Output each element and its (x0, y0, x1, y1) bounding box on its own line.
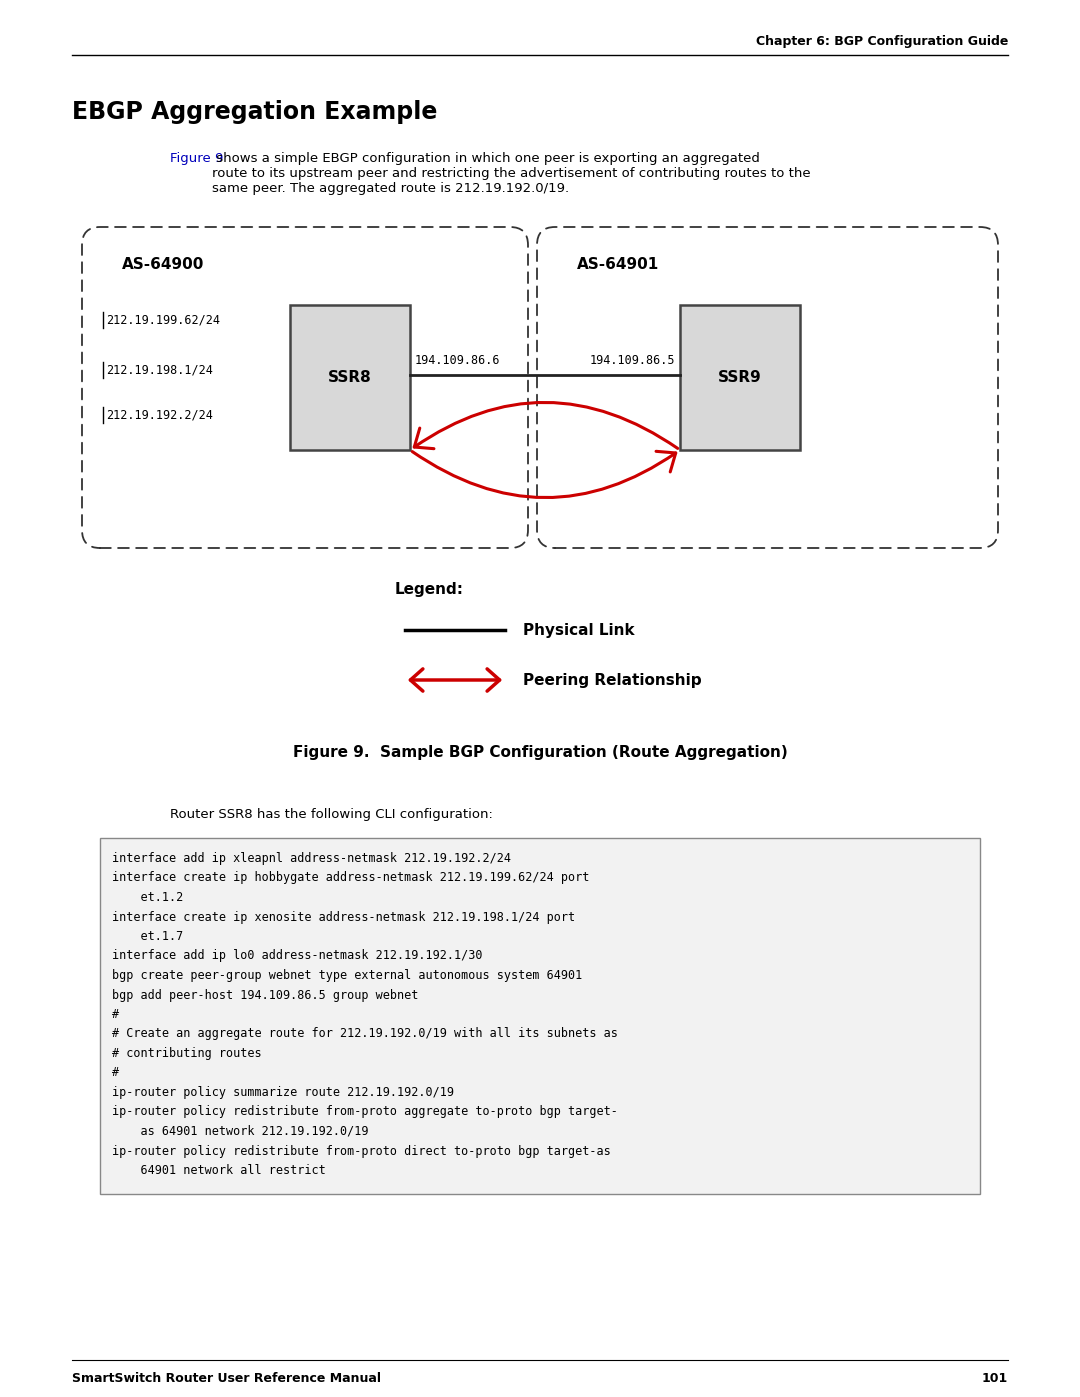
Text: #: # (112, 1009, 119, 1021)
FancyArrowPatch shape (415, 402, 678, 448)
Text: Figure 9: Figure 9 (170, 152, 224, 165)
FancyBboxPatch shape (680, 305, 800, 450)
Text: SSR8: SSR8 (328, 370, 372, 386)
Text: bgp add peer-host 194.109.86.5 group webnet: bgp add peer-host 194.109.86.5 group web… (112, 989, 418, 1002)
FancyArrowPatch shape (413, 451, 676, 497)
Text: interface create ip xenosite address-netmask 212.19.198.1/24 port: interface create ip xenosite address-net… (112, 911, 576, 923)
Text: interface add ip lo0 address-netmask 212.19.192.1/30: interface add ip lo0 address-netmask 212… (112, 950, 483, 963)
Text: AS-64900: AS-64900 (122, 257, 204, 272)
Text: ip-router policy redistribute from-proto aggregate to-proto bgp target-: ip-router policy redistribute from-proto… (112, 1105, 618, 1119)
Text: interface create ip hobbygate address-netmask 212.19.199.62/24 port: interface create ip hobbygate address-ne… (112, 872, 590, 884)
Text: ip-router policy summarize route 212.19.192.0/19: ip-router policy summarize route 212.19.… (112, 1085, 454, 1099)
Text: Figure 9.  Sample BGP Configuration (Route Aggregation): Figure 9. Sample BGP Configuration (Rout… (293, 745, 787, 760)
Text: bgp create peer-group webnet type external autonomous system 64901: bgp create peer-group webnet type extern… (112, 970, 582, 982)
FancyBboxPatch shape (291, 305, 410, 450)
Text: 212.19.198.1/24: 212.19.198.1/24 (106, 363, 213, 377)
FancyBboxPatch shape (100, 838, 980, 1193)
Text: Chapter 6: BGP Configuration Guide: Chapter 6: BGP Configuration Guide (756, 35, 1008, 47)
Text: Physical Link: Physical Link (523, 623, 635, 637)
Text: shows a simple EBGP configuration in which one peer is exporting an aggregated
r: shows a simple EBGP configuration in whi… (212, 152, 811, 196)
Text: 64901 network all restrict: 64901 network all restrict (112, 1164, 326, 1178)
Text: Router SSR8 has the following CLI configuration:: Router SSR8 has the following CLI config… (170, 807, 492, 821)
Text: et.1.7: et.1.7 (112, 930, 184, 943)
Text: et.1.2: et.1.2 (112, 891, 184, 904)
FancyArrowPatch shape (410, 669, 500, 692)
Text: interface add ip xleapnl address-netmask 212.19.192.2/24: interface add ip xleapnl address-netmask… (112, 852, 511, 865)
Text: SmartSwitch Router User Reference Manual: SmartSwitch Router User Reference Manual (72, 1372, 381, 1384)
Text: #: # (112, 1066, 119, 1080)
Text: # contributing routes: # contributing routes (112, 1046, 261, 1060)
Text: 212.19.199.62/24: 212.19.199.62/24 (106, 313, 220, 327)
Text: EBGP Aggregation Example: EBGP Aggregation Example (72, 101, 437, 124)
Text: 212.19.192.2/24: 212.19.192.2/24 (106, 408, 213, 422)
Text: Legend:: Legend: (395, 583, 464, 597)
Text: # Create an aggregate route for 212.19.192.0/19 with all its subnets as: # Create an aggregate route for 212.19.1… (112, 1028, 618, 1041)
Text: SSR9: SSR9 (718, 370, 761, 386)
Text: AS-64901: AS-64901 (577, 257, 659, 272)
Text: 101: 101 (982, 1372, 1008, 1384)
Text: Peering Relationship: Peering Relationship (523, 672, 702, 687)
Text: 194.109.86.6: 194.109.86.6 (415, 353, 500, 367)
Text: 194.109.86.5: 194.109.86.5 (590, 353, 675, 367)
Text: as 64901 network 212.19.192.0/19: as 64901 network 212.19.192.0/19 (112, 1125, 368, 1139)
Text: ip-router policy redistribute from-proto direct to-proto bgp target-as: ip-router policy redistribute from-proto… (112, 1144, 611, 1158)
